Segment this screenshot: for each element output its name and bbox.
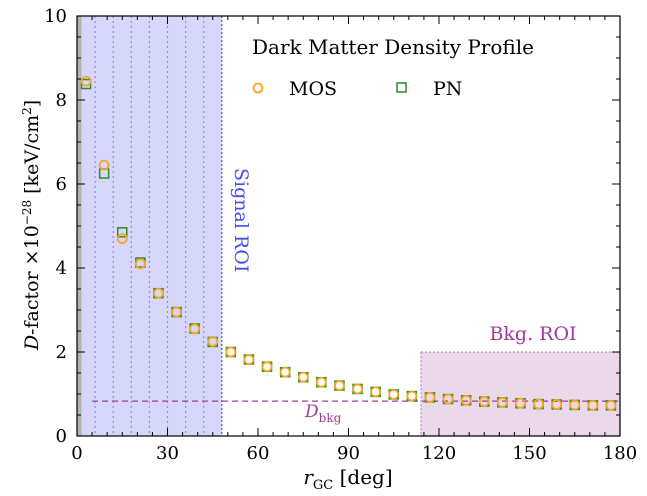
x-tick-label: 60 <box>247 443 270 464</box>
x-tick-label: 0 <box>71 443 82 464</box>
mos-point <box>279 366 291 378</box>
mos-point <box>551 399 563 410</box>
mos-point <box>225 346 237 358</box>
mos-point <box>352 383 363 395</box>
y-tick-label: 4 <box>56 258 67 279</box>
mos-point <box>424 391 436 403</box>
mos-point <box>496 396 508 408</box>
bkg-level-label: Dbkg <box>304 402 342 425</box>
mos-point <box>460 394 472 406</box>
mos-point <box>116 233 128 245</box>
mos-point <box>533 398 544 410</box>
mos-point <box>207 336 219 347</box>
signal-roi-region <box>81 16 222 436</box>
mos-point <box>569 399 581 411</box>
legend: MOS PN <box>252 78 462 100</box>
mos-point <box>370 386 382 398</box>
mos-point <box>587 399 599 411</box>
axes <box>76 15 621 437</box>
legend-mos-marker <box>252 82 264 94</box>
pn-point <box>117 227 128 238</box>
mos-point <box>478 396 490 407</box>
x-tick-label: 120 <box>422 443 456 464</box>
mos-point <box>334 380 345 392</box>
x-tick-label: 90 <box>337 443 360 464</box>
tick-labels: 0 30 60 90 120 150 180 0 2 4 6 8 10 <box>44 6 637 464</box>
mos-point <box>406 390 418 402</box>
mos-point <box>243 354 255 365</box>
mos-point <box>80 75 92 87</box>
bkg-roi-region <box>420 351 621 437</box>
x-axis-label: rGC [deg] <box>303 465 392 493</box>
data-points <box>80 75 617 411</box>
mos-point <box>605 399 617 411</box>
mos-point <box>98 159 110 171</box>
mos-point <box>261 361 273 373</box>
y-tick-label: 10 <box>44 6 67 27</box>
y-axis-label: D-factor ×10−28 [keV/cm2] <box>20 100 43 351</box>
mos-point <box>171 306 182 318</box>
y-tick-label: 6 <box>56 174 67 195</box>
x-tick-label: 180 <box>603 443 637 464</box>
legend-pn-label: PN <box>433 78 462 100</box>
mos-point <box>442 393 454 405</box>
x-tick-label: 30 <box>156 443 179 464</box>
mos-point <box>315 376 327 388</box>
mos-point <box>189 323 201 335</box>
mos-point <box>515 397 526 409</box>
legend-mos-label: MOS <box>289 78 337 100</box>
legend-pn-marker <box>396 82 407 93</box>
signal-roi-label: Signal ROI <box>230 168 252 272</box>
y-tick-label: 2 <box>56 342 67 363</box>
mos-point <box>153 287 164 299</box>
mos-point <box>388 389 400 400</box>
y-tick-label: 8 <box>56 90 67 111</box>
mos-point <box>297 371 309 383</box>
mos-point <box>134 258 146 270</box>
y-tick-label: 0 <box>56 426 67 447</box>
regions <box>77 16 621 437</box>
x-tick-label: 150 <box>512 443 546 464</box>
bkg-roi-label: Bkg. ROI <box>489 323 576 345</box>
chart-title: Dark Matter Density Profile <box>252 35 534 59</box>
